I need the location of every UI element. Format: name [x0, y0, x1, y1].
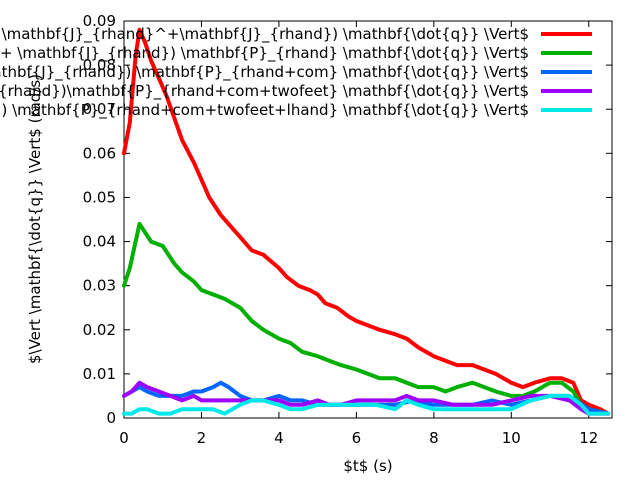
legend: $\Vert (\mathbf{I} - \mathbf{J}_{rhand}^… [0, 25, 592, 120]
series-line-2 [122, 221, 611, 416]
y-tick-label: 0.07 [83, 100, 116, 118]
x-tick-label: 6 [352, 429, 362, 447]
plot-frame [123, 20, 613, 419]
series-line-5 [122, 393, 611, 416]
series-line-1 [122, 27, 611, 416]
x-tick-label: 4 [274, 429, 284, 447]
y-axis-label: $\Vert \mathbf{\dot{q}} \Vert$ (rad/s) [26, 74, 44, 364]
y-tick-label: 0.02 [83, 321, 116, 339]
x-tick-label: 12 [579, 429, 598, 447]
x-axis-ticks: 0 2 4 6 8 10 12 [119, 21, 598, 447]
x-tick-label: 8 [429, 429, 439, 447]
y-tick-label: 0.05 [83, 188, 116, 206]
x-axis-label: $t$ (s) [343, 457, 392, 475]
y-tick-label: 0.04 [83, 233, 116, 251]
legend-label-3: $\Vert (\mathbf{I} - \mathbf{J}_{rhand}^… [0, 63, 529, 82]
legend-label-4: $\Vert (\mathbf{I} - \mathbf{J}_{rhand}^… [0, 82, 529, 101]
legend-label-1: $\Vert (\mathbf{I} - \mathbf{J}_{rhand}^… [0, 25, 529, 44]
y-tick-label: 0.03 [83, 277, 116, 295]
x-tick-label: 0 [119, 429, 129, 447]
x-tick-label: 2 [197, 429, 207, 447]
y-tick-label: 0.01 [83, 365, 116, 383]
y-axis-ticks: 0 0.01 0.02 0.03 0.04 0.05 0.06 0.07 0.08 0.09 [83, 12, 612, 427]
y-tick-label: 0 [106, 409, 116, 427]
legend-label-2: $\Vert (\mathbf{I} - \mathbf{J}_{rhand}^… [0, 44, 529, 63]
y-tick-label: 0.06 [83, 144, 116, 162]
y-tick-label: 0.09 [83, 12, 116, 30]
x-tick-label: 10 [502, 429, 521, 447]
series-line-4 [122, 380, 611, 416]
legend-label-5: $\Vert (\mathbf{I} - \mathbf{J}_{rhand}^… [0, 101, 529, 120]
series-group [122, 27, 611, 416]
y-tick-label: 0.08 [83, 56, 116, 74]
